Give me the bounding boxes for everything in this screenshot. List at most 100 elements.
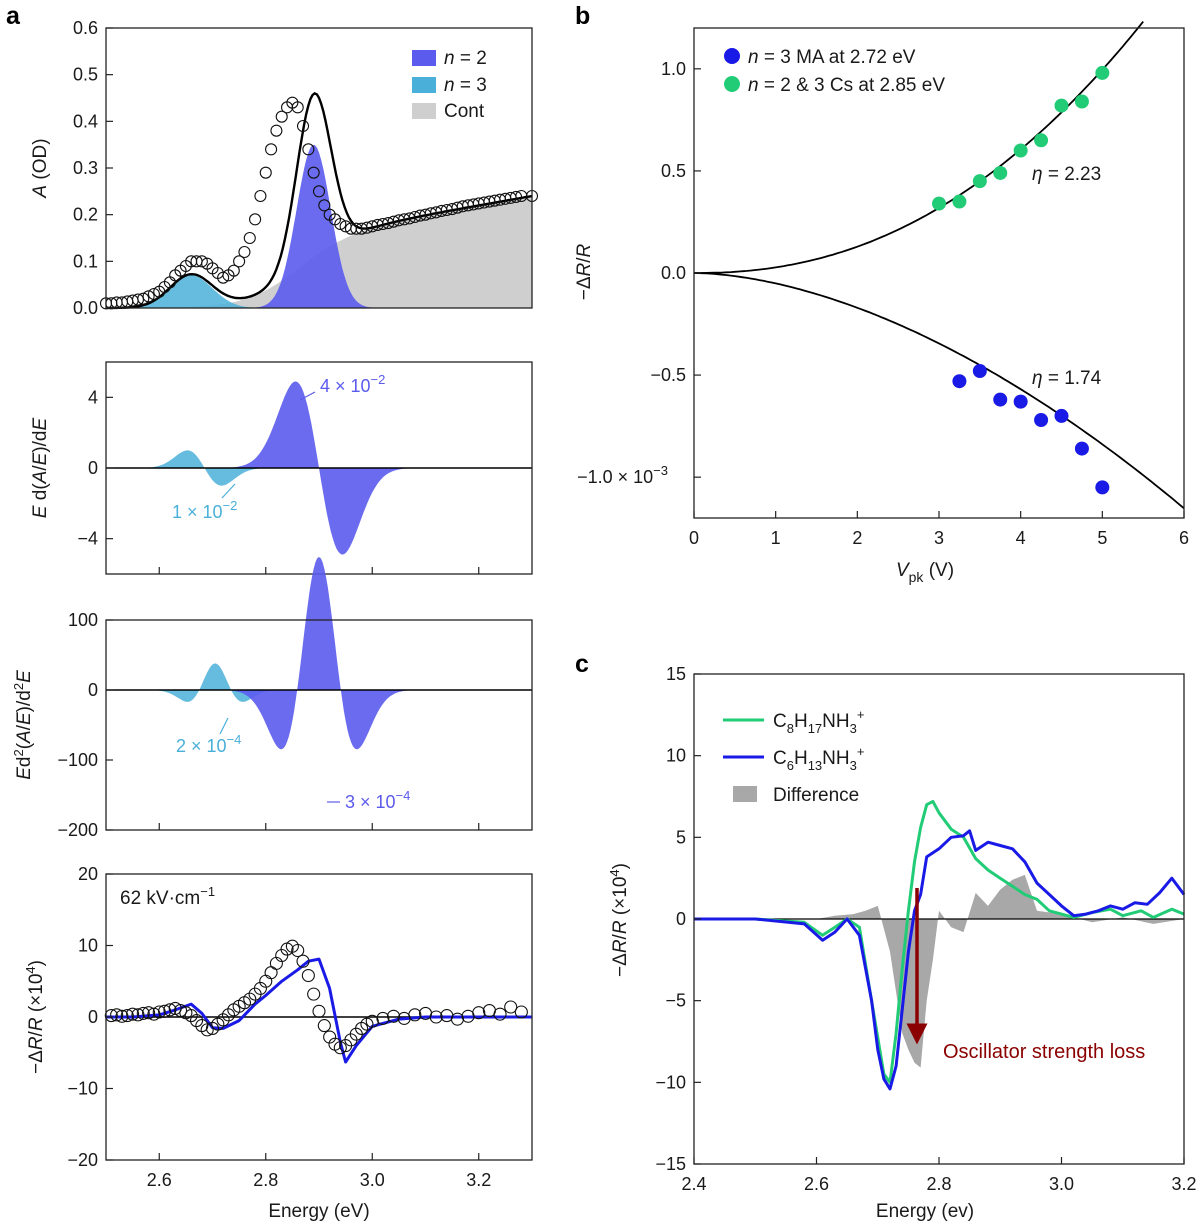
legend-label-cont: Cont [444,101,485,122]
c6-line [694,829,1186,1091]
data-point [365,1014,379,1028]
data-point [334,217,347,231]
y-tick-label: 4 [88,387,98,407]
data-point [302,143,315,156]
y-tick-label: 0.6 [73,18,98,38]
y-tick-label: −10 [655,1072,686,1092]
y-tick-label: 0.5 [73,65,98,85]
panel-label-a: a [6,2,21,30]
data-point [1013,143,1028,158]
data-point [296,119,310,133]
data-point [450,1012,465,1026]
data-point [200,1023,214,1037]
n2-area [106,145,532,308]
data-point [131,293,144,306]
data-point [270,124,283,137]
x-tick-label: 3.0 [360,1170,385,1190]
data-point [195,255,208,268]
data-point [249,213,262,226]
data-point [1074,94,1089,109]
y-tick-label: −15 [655,1154,686,1174]
data-point [333,1041,347,1055]
data-point [312,185,326,198]
y-tick-label: −0.5 [650,365,686,385]
power-law-fit [693,272,1185,509]
data-point [376,1011,390,1025]
legend: n = 2 n = 3 Cont [412,48,487,122]
data-point [184,1009,198,1023]
data-point [110,1008,124,1022]
data-point [147,287,160,301]
data-point [1034,413,1049,427]
data-point [243,231,256,245]
data-point [259,166,272,179]
y-tick-label: 0.3 [73,158,98,178]
data-point [189,1014,204,1028]
data-point [1013,394,1028,409]
data-point [174,1004,188,1018]
x-axis-label: Energy (eV) [268,1201,369,1222]
data-point [115,1009,129,1023]
data-point [323,1030,337,1044]
legend-swatch-difference [733,786,757,802]
data-point [472,1006,486,1020]
data-point [318,199,331,212]
y-tick-label: 0 [676,909,686,929]
data-point [243,992,257,1006]
data-point [1034,133,1049,148]
data-point [142,1006,156,1020]
legend-label-ma: n = 3 MA at 2.72 eV [748,47,916,68]
data-point [291,101,304,114]
data-point [972,174,987,189]
data-point [972,364,987,378]
legend-label-n2: n = 2 [444,48,487,69]
fit-line [105,92,533,310]
y-tick-label: −100 [57,750,98,770]
data-point [1054,408,1069,423]
x-tick-label: 2.8 [926,1174,951,1194]
data-point [301,968,315,983]
data-point [158,1004,172,1018]
data-point [147,1007,161,1021]
y-tick-label: 0.0 [661,263,686,283]
data-point [307,166,320,179]
annotation-n3-scale: 1 × 10−2 [172,498,237,522]
data-point [408,1008,422,1022]
data-point [312,1004,326,1018]
data-point [126,1007,140,1021]
x-tick-label: 3.0 [1049,1174,1074,1194]
legend-label-n3: n = 3 [444,75,487,96]
y-axis-label: Ed2(A/E)/d2E [11,670,35,780]
data-point [238,245,251,259]
n3-second-derivative-area [106,663,532,702]
y-tick-label: 0.4 [73,111,98,131]
annotation-leader [219,717,229,735]
y-tick-label: 0 [88,458,98,478]
x-tick-label: 2 [852,528,862,548]
eta-annotation-cs: η = 2.23 [1032,164,1101,185]
x-tick-label: 2.4 [681,1174,706,1194]
y-tick-label: −4 [77,529,98,549]
x-tick-label: 4 [1016,528,1026,548]
data-point [264,966,278,980]
data-point [952,194,967,209]
data-point [217,271,230,284]
plot-frame [105,619,533,831]
data-point [227,264,240,277]
legend-label-difference: Difference [773,785,859,806]
chart-a1: 0.0 0.1 0.2 0.3 0.4 0.5 0.6 A (OD) n = 2 n = 3… [30,18,539,318]
legend-swatch-n3 [412,77,436,93]
y-axis-label: −ΔR/R (×104) [23,960,47,1074]
data-point [221,1008,236,1022]
panel-label-c: c [575,650,589,678]
x-axis-label: Energy (ev) [876,1201,974,1222]
y-tick-label: 10 [78,936,98,956]
annotation-n2-scale: 4 × 10−2 [320,372,385,396]
data-point [952,374,967,389]
data-point [253,981,267,995]
data-point [195,1019,209,1033]
x-tick-label: 6 [1179,528,1189,548]
annotation-n2-scale: 3 × 10−4 [345,788,410,812]
x-tick-label: 1 [771,528,781,548]
legend-swatch-n2 [412,50,436,66]
